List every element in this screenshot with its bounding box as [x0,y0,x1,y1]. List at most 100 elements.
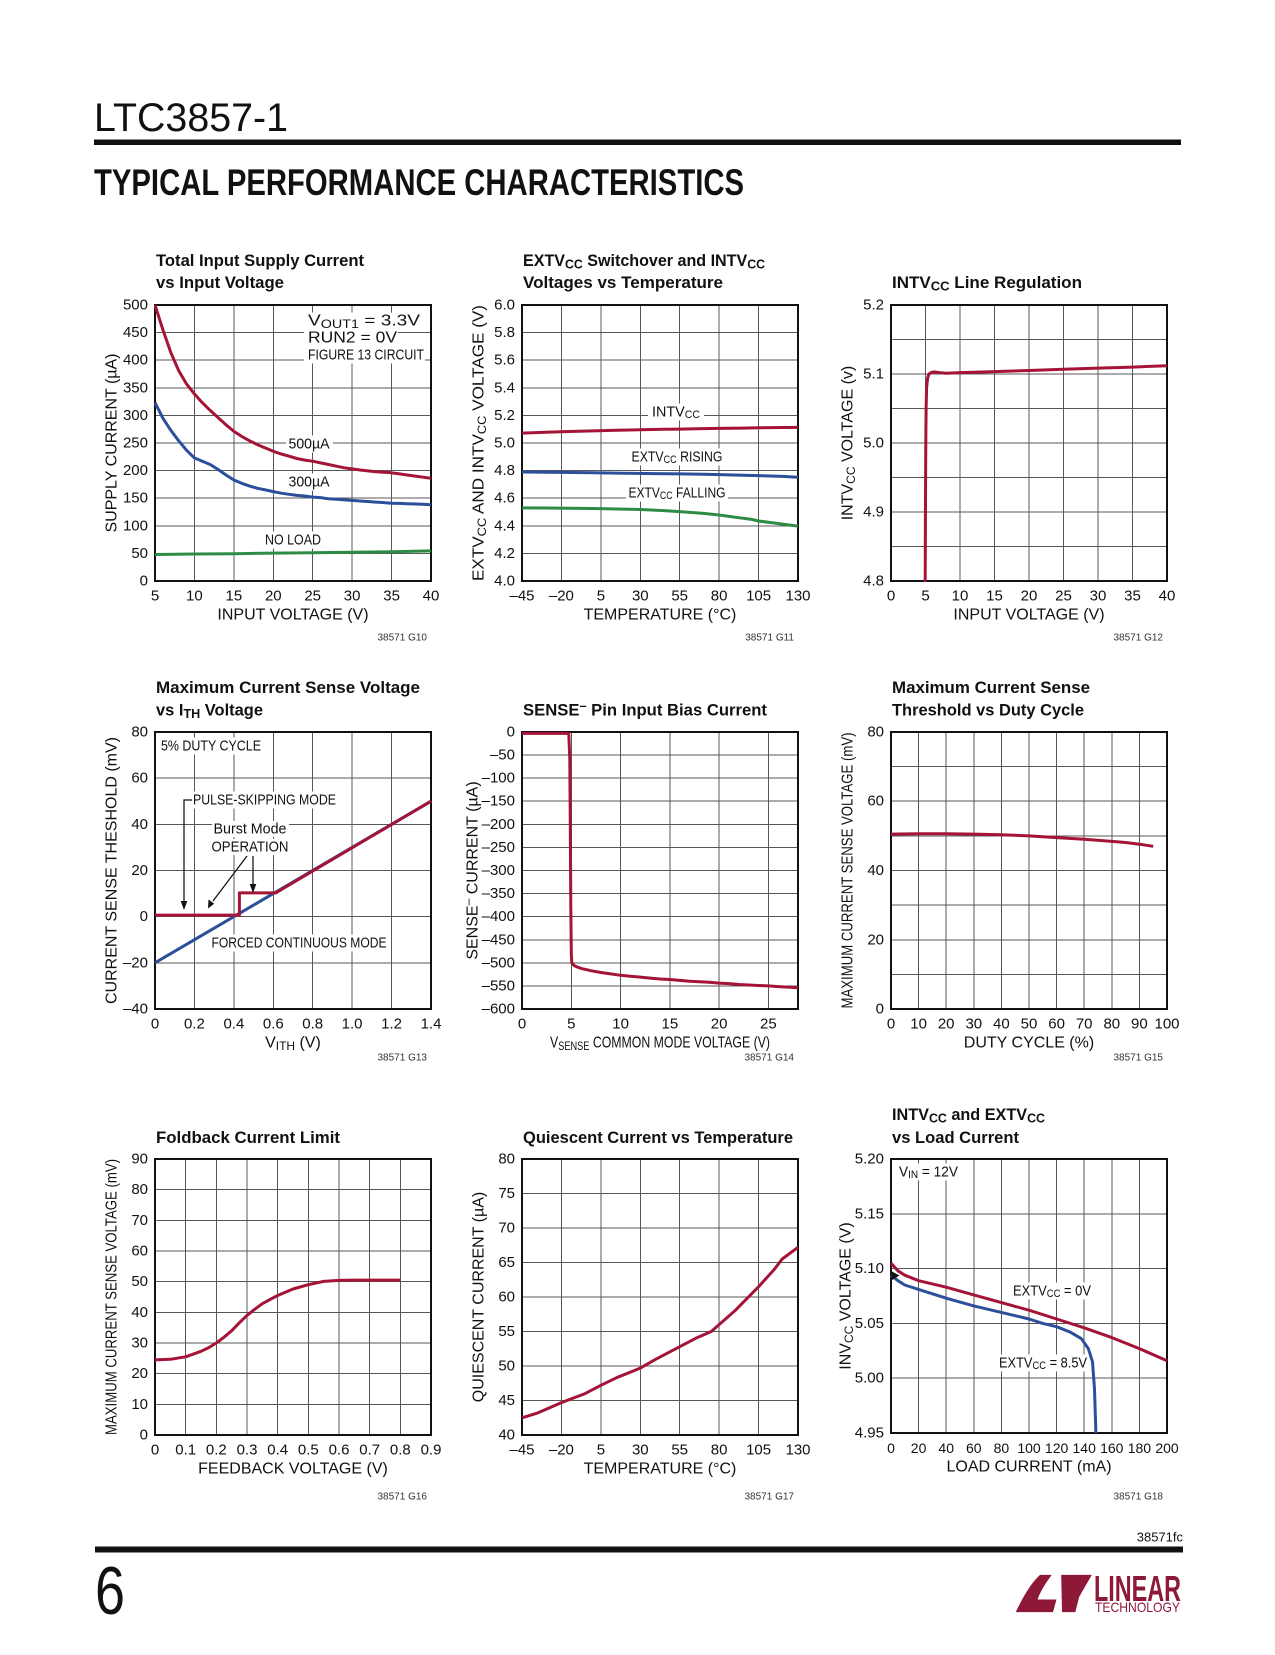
svg-text:LOAD CURRENT (mA): LOAD CURRENT (mA) [946,1459,1111,1476]
svg-text:5.05: 5.05 [855,1315,884,1332]
svg-text:0: 0 [140,573,148,590]
svg-text:INPUT VOLTAGE (V): INPUT VOLTAGE (V) [953,607,1104,624]
svg-text:10: 10 [612,1016,629,1033]
svg-text:20: 20 [131,1365,148,1382]
svg-text:40: 40 [131,1304,148,1321]
svg-text:10: 10 [186,588,203,605]
svg-text:INTVCC​ VOLTAGE (v): INTVCC​ VOLTAGE (v) [840,366,859,521]
svg-text:50: 50 [1021,1016,1038,1033]
svg-text:55: 55 [671,588,688,605]
svg-text:0.8: 0.8 [390,1442,411,1459]
svg-text:–550: –550 [482,977,515,994]
svg-text:CURRENT SENSE THESHOLD (mV): CURRENT SENSE THESHOLD (mV) [104,737,121,1004]
svg-text:–150: –150 [482,793,515,810]
svg-text:5.15: 5.15 [855,1205,884,1222]
svg-text:MAXIMUM CURRENT SENSE VOLTAGE: MAXIMUM CURRENT SENSE VOLTAGE (mV) [840,733,857,1009]
svg-text:0.8: 0.8 [302,1016,323,1033]
svg-text:0: 0 [140,908,148,925]
svg-text:PULSE-SKIPPING MODE: PULSE-SKIPPING MODE [193,792,336,809]
svg-text:–250: –250 [482,839,515,856]
svg-text:55: 55 [498,1323,515,1340]
svg-text:Burst Mode: Burst Mode [214,821,287,838]
svg-text:EXTVCC​ = 0V: EXTVCC​ = 0V [1013,1283,1091,1301]
svg-text:Quiescent Current vs Temperatu: Quiescent Current vs Temperature [523,1128,793,1147]
svg-text:5: 5 [151,588,159,605]
svg-text:5.0: 5.0 [494,435,515,452]
svg-text:SENSE–​ CURRENT (µA): SENSE–​ CURRENT (µA) [461,781,482,959]
svg-text:VIN​ = 12V: VIN​ = 12V [899,1164,958,1182]
svg-text:30: 30 [965,1016,982,1033]
svg-text:70: 70 [498,1220,515,1237]
svg-text:1.0: 1.0 [342,1016,363,1033]
svg-text:10: 10 [131,1396,148,1413]
svg-text:–20: –20 [549,588,574,605]
svg-text:5.6: 5.6 [494,352,515,369]
svg-text:0: 0 [518,1016,526,1033]
svg-text:LTC3857-1: LTC3857-1 [94,96,288,140]
svg-text:250: 250 [123,435,148,452]
svg-text:80: 80 [994,1440,1010,1456]
svg-text:0: 0 [876,1001,884,1018]
svg-text:60: 60 [131,770,148,787]
svg-text:0: 0 [507,724,515,741]
svg-text:4.9: 4.9 [863,504,884,521]
svg-text:15: 15 [986,588,1003,605]
svg-text:10: 10 [952,588,969,605]
svg-text:vs ITH​ Voltage: vs ITH​ Voltage [156,701,263,721]
svg-text:10: 10 [910,1016,927,1033]
svg-text:500: 500 [123,297,148,314]
svg-text:38571 G14: 38571 G14 [745,1053,795,1064]
svg-text:0.2: 0.2 [184,1016,205,1033]
svg-text:–40: –40 [123,1001,148,1018]
svg-text:5.10: 5.10 [855,1260,884,1277]
svg-text:100: 100 [123,517,148,534]
svg-text:300: 300 [123,407,148,424]
svg-text:0.6: 0.6 [263,1016,284,1033]
svg-text:15: 15 [226,588,243,605]
svg-text:0: 0 [151,1016,159,1033]
svg-text:30: 30 [344,588,361,605]
svg-text:38571 G18: 38571 G18 [1114,1492,1164,1503]
svg-text:OPERATION: OPERATION [212,839,289,856]
svg-text:200: 200 [123,462,148,479]
svg-text:QUIESCENT CURRENT (µA): QUIESCENT CURRENT (µA) [471,1192,488,1402]
svg-text:LINEAR: LINEAR [1094,1568,1181,1609]
svg-text:INVCC​ VOLTAGE (V): INVCC​ VOLTAGE (V) [838,1222,857,1369]
svg-text:105: 105 [746,588,771,605]
svg-text:4.2: 4.2 [494,545,515,562]
svg-text:4.95: 4.95 [855,1425,884,1442]
svg-text:40: 40 [938,1440,954,1456]
svg-text:35: 35 [1124,588,1141,605]
svg-text:5% DUTY CYCLE: 5% DUTY CYCLE [161,738,261,755]
svg-text:200: 200 [1155,1440,1179,1456]
svg-text:90: 90 [1131,1016,1148,1033]
svg-text:0: 0 [887,1016,895,1033]
svg-text:5.8: 5.8 [494,324,515,341]
svg-text:50: 50 [131,545,148,562]
svg-text:TEMPERATURE (°C): TEMPERATURE (°C) [584,1461,737,1478]
svg-text:75: 75 [498,1185,515,1202]
svg-text:15: 15 [662,1016,679,1033]
svg-text:–200: –200 [482,816,515,833]
svg-text:VITH​ (V): VITH​ (V) [265,1035,321,1054]
svg-text:Foldback Current Limit: Foldback Current Limit [156,1128,340,1147]
svg-text:6: 6 [95,1553,125,1629]
svg-text:80: 80 [1103,1016,1120,1033]
svg-text:4.6: 4.6 [494,490,515,507]
svg-text:–300: –300 [482,862,515,879]
svg-text:Maximum Current Sense Voltage: Maximum Current Sense Voltage [156,678,420,697]
svg-text:Total Input Supply Current: Total Input Supply Current [156,251,364,270]
svg-text:TEMPERATURE (°C): TEMPERATURE (°C) [584,607,737,624]
svg-text:4.4: 4.4 [494,517,515,534]
svg-text:vs Load Current: vs Load Current [892,1128,1019,1147]
svg-text:350: 350 [123,379,148,396]
svg-text:–20: –20 [549,1442,574,1459]
svg-text:20: 20 [131,862,148,879]
svg-text:38571 G12: 38571 G12 [1114,633,1164,644]
svg-text:EXTVCC​ Switchover and INTVCC​: EXTVCC​ Switchover and INTVCC​ [523,251,766,271]
svg-text:38571 G15: 38571 G15 [1114,1053,1164,1064]
svg-text:80: 80 [131,1181,148,1198]
svg-text:38571 G10: 38571 G10 [378,633,428,644]
svg-text:30: 30 [632,588,649,605]
svg-text:6.0: 6.0 [494,297,515,314]
